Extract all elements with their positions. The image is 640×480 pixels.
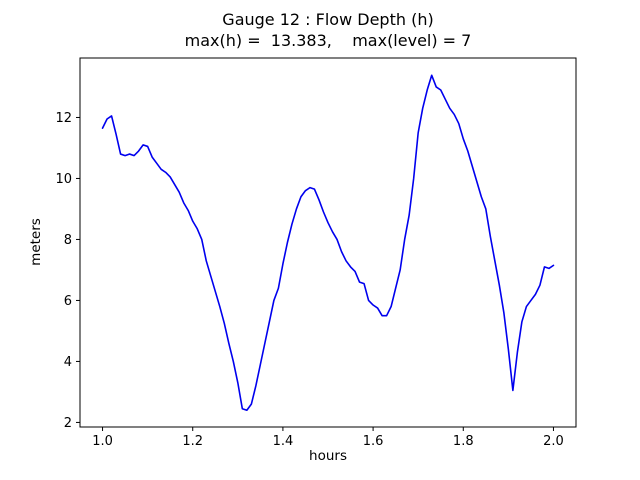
x-tick-label: 1.6 — [363, 434, 384, 449]
x-tick-label: 1.2 — [182, 434, 203, 449]
chart-title-line1: Gauge 12 : Flow Depth (h) — [222, 10, 434, 29]
axes-frame — [79, 57, 577, 428]
chart-title: Gauge 12 : Flow Depth (h) max(h) = 13.38… — [80, 9, 576, 51]
y-tick-label: 8 — [64, 233, 72, 248]
x-tick-label: 1.4 — [273, 434, 294, 449]
x-tick-label: 1.8 — [453, 434, 474, 449]
chart-title-line2: max(h) = 13.383, max(level) = 7 — [184, 31, 472, 50]
x-tick-label: 2.0 — [543, 434, 564, 449]
y-tick-label: 10 — [55, 172, 72, 187]
x-tick-label: 1.0 — [92, 434, 113, 449]
x-axis-label: hours — [309, 448, 347, 464]
y-tick-label: 6 — [64, 294, 72, 309]
y-tick-label: 2 — [64, 416, 72, 431]
y-tick-label: 4 — [64, 355, 72, 370]
flow-depth-line — [101, 74, 555, 412]
y-tick-label: 12 — [55, 111, 72, 126]
